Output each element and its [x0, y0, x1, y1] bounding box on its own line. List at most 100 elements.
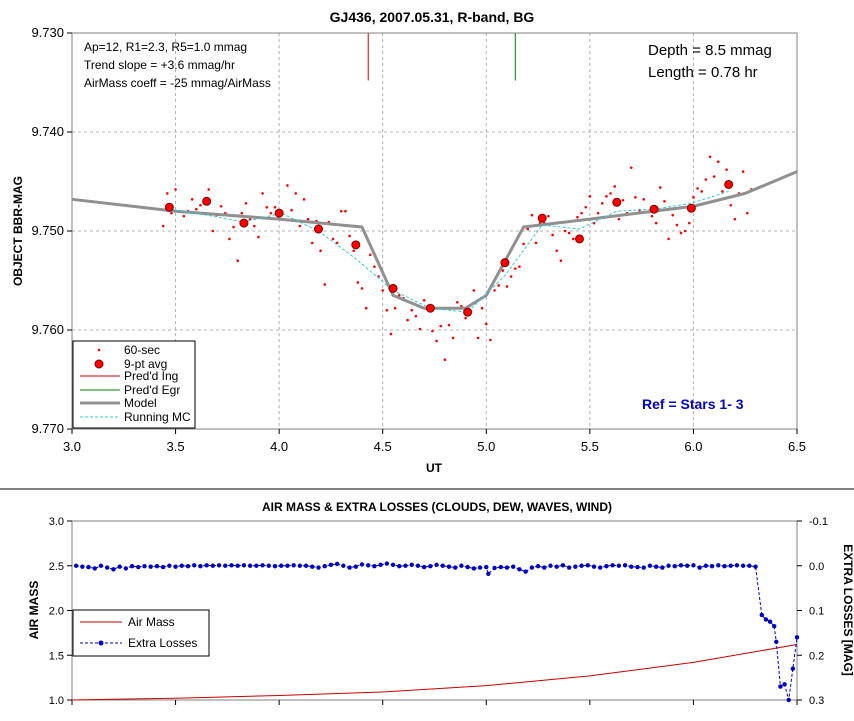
extra-losses-point	[341, 563, 346, 568]
raw-60sec-point	[344, 209, 347, 213]
extra-losses-point	[554, 564, 559, 569]
raw-60sec-point	[393, 306, 397, 310]
raw-60sec-point	[551, 233, 554, 237]
bottom-y2-axis-label: EXTRA LOSSES [MAG]	[841, 544, 854, 676]
raw-60sec-point	[534, 241, 538, 245]
raw-60sec-point	[493, 289, 496, 292]
raw-60sec-point	[729, 203, 733, 207]
legend-model-label: Model	[124, 396, 157, 410]
extra-losses-point	[728, 563, 733, 568]
extra-losses-point	[347, 565, 352, 570]
extra-losses-point	[660, 565, 665, 570]
avg-9pt-point	[537, 213, 547, 223]
bottom-legend-box	[72, 609, 210, 657]
raw-60sec-point	[605, 195, 608, 198]
avg-9pt-point	[500, 258, 510, 268]
raw-60sec-point	[385, 308, 389, 312]
raw-60sec-point	[700, 190, 704, 193]
raw-60sec-point	[431, 329, 434, 333]
extra-losses-point	[384, 561, 390, 566]
extra-losses-point	[535, 563, 541, 569]
extra-losses-point	[73, 563, 79, 568]
extra-losses-point	[129, 563, 135, 569]
raw-60sec-point	[716, 160, 720, 163]
raw-60sec-point	[207, 188, 211, 191]
bottom-y-ticks: 1.0 1.5 2.0 2.5 3.0	[49, 516, 72, 707]
top-x-tick-label: 5.0	[477, 439, 495, 454]
annotation-params-2: Trend slope = +3.6 mmag/hr	[84, 58, 235, 72]
raw-60sec-point	[319, 249, 322, 253]
raw-60sec-point	[571, 237, 575, 241]
raw-60sec-point	[161, 224, 165, 228]
raw-60sec-point	[576, 215, 579, 219]
top-x-ticks: 3.0 3.5 4.0 4.5 5.0 5.5 6.0 6.5	[63, 429, 806, 454]
top-x-tick-label: 6.5	[788, 439, 806, 454]
extra-losses-point	[604, 563, 609, 569]
avg-9pt-point	[612, 197, 622, 207]
extra-losses-point	[366, 563, 371, 568]
extra-losses-point	[477, 565, 483, 570]
raw-60sec-point	[228, 237, 231, 241]
extra-losses-point	[353, 564, 358, 569]
bottom-legend: Air Mass Extra Losses	[72, 609, 210, 657]
extra-losses-point	[136, 564, 141, 570]
raw-60sec-point	[364, 306, 368, 310]
extra-losses-point	[691, 563, 696, 568]
avg-9pt-point	[724, 179, 734, 189]
raw-60sec-point	[692, 196, 695, 199]
raw-60sec-point	[244, 201, 248, 205]
raw-60sec-point	[733, 217, 737, 221]
extra-losses-point	[316, 565, 321, 570]
extra-losses-point	[142, 563, 147, 569]
extra-losses-point	[123, 566, 129, 571]
extra-losses-point	[428, 563, 433, 569]
top-x-tick-label: 4.5	[374, 439, 392, 454]
extra-losses-point	[484, 564, 489, 570]
raw-60sec-point	[501, 269, 505, 272]
extra-losses-point	[709, 563, 715, 569]
top-y-ticks: 9.730 9.740 9.750 9.760 9.770	[31, 25, 72, 436]
extra-losses-point	[210, 563, 216, 568]
raw-60sec-point	[190, 198, 194, 201]
top-series-layer	[71, 33, 798, 362]
raw-60sec-point	[165, 192, 169, 195]
raw-60sec-point	[484, 322, 488, 326]
raw-60sec-point	[240, 211, 244, 215]
raw-60sec-point	[335, 241, 339, 245]
raw-60sec-point	[563, 229, 567, 233]
extra-losses-point	[216, 563, 222, 568]
raw-60sec-point	[360, 287, 364, 290]
raw-60sec-point	[443, 358, 447, 362]
extra-losses-point	[697, 565, 702, 570]
raw-60sec-point	[675, 223, 679, 227]
raw-60sec-point	[600, 201, 604, 205]
extra-losses-point	[772, 623, 777, 629]
bottom-chart-title: AIR MASS & EXTRA LOSSES (CLOUDS, DEW, WA…	[262, 500, 612, 514]
extra-losses-point	[235, 563, 240, 568]
top-y-tick-label: 9.770	[31, 421, 64, 436]
extra-losses-point	[598, 565, 603, 570]
bottom-y2-tick-label: 0.1	[809, 606, 824, 618]
top-x-tick-label: 3.5	[167, 439, 185, 454]
extra-losses-point	[415, 563, 421, 568]
extra-losses-point	[440, 563, 445, 568]
extra-losses-point	[486, 571, 491, 577]
avg-9pt-point	[463, 307, 473, 317]
extra-losses-point	[297, 563, 303, 568]
extra-losses-point	[154, 563, 160, 569]
legend-airmass-label: Air Mass	[128, 615, 175, 629]
extra-losses-point	[759, 612, 764, 618]
extra-losses-point	[585, 563, 590, 568]
extra-losses-point	[185, 563, 191, 569]
raw-60sec-point	[721, 190, 724, 193]
extra-losses-point	[465, 564, 470, 570]
raw-60sec-point	[406, 318, 409, 322]
extra-losses-point	[492, 565, 497, 571]
raw-60sec-point	[232, 225, 235, 229]
extra-losses-point	[647, 563, 653, 568]
extra-losses-point	[98, 563, 104, 568]
avg-9pt-point	[274, 208, 284, 218]
extra-losses-point	[685, 563, 690, 568]
extra-losses-point	[86, 564, 91, 570]
bottom-y-tick-label: 1.5	[49, 650, 64, 662]
